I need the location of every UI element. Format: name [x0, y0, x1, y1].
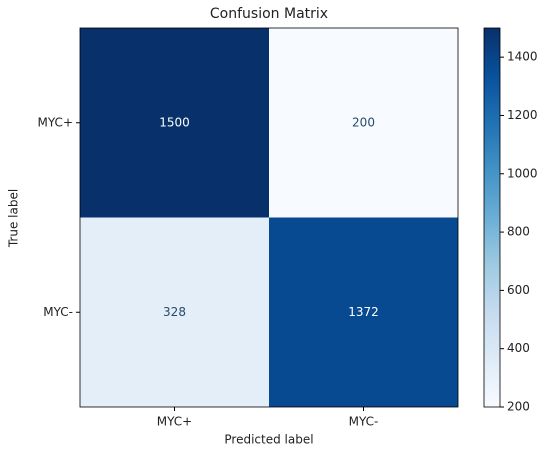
cell-label: 328 — [163, 305, 186, 319]
y-tick-label: MYC+ — [38, 115, 73, 129]
x-axis-label: Predicted label — [224, 433, 313, 447]
cell-label: 200 — [352, 115, 375, 129]
y-tick-label: MYC- — [43, 305, 73, 319]
y-axis-label: True label — [7, 189, 21, 248]
x-tick-label: MYC+ — [157, 415, 192, 429]
cell-label: 1372 — [348, 305, 379, 319]
colorbar-tick-label: 1200 — [507, 108, 538, 122]
cell — [269, 217, 458, 407]
x-tick-label: MYC- — [349, 415, 379, 429]
colorbar-tick-label: 200 — [507, 400, 530, 414]
cell-label: 1500 — [159, 115, 190, 129]
cell — [269, 28, 458, 218]
chart-title: Confusion Matrix — [210, 6, 328, 22]
plot-frame — [79, 27, 459, 408]
cell — [80, 28, 269, 218]
colorbar-tick-label: 800 — [507, 225, 530, 239]
colorbar — [483, 27, 501, 408]
colorbar-tick-label: 600 — [507, 283, 530, 297]
cell — [80, 217, 269, 407]
colorbar-tick-label: 1400 — [507, 50, 538, 64]
colorbar-tick-label: 400 — [507, 341, 530, 355]
colorbar-tick-label: 1000 — [507, 166, 538, 180]
